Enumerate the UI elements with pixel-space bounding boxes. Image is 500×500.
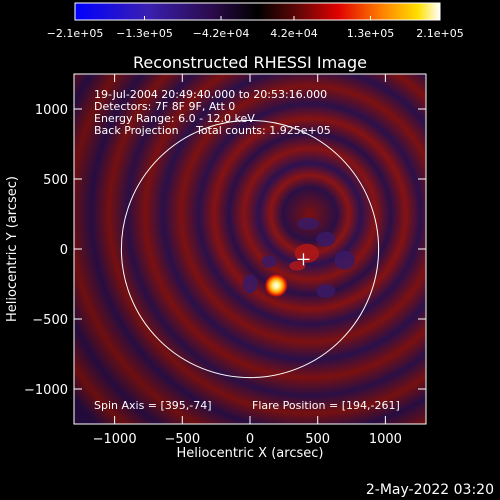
x-tick-label: 1000 bbox=[369, 432, 402, 447]
x-tick-label: 0 bbox=[246, 432, 254, 447]
colorbar-tick-label: −4.2e+04 bbox=[193, 27, 250, 40]
colorbar bbox=[74, 2, 441, 21]
x-tick-label: −1000 bbox=[93, 432, 137, 447]
info-line: Energy Range: 6.0 - 12.0 keV bbox=[94, 112, 255, 125]
image-area bbox=[74, 74, 426, 424]
y-tick-label: −1000 bbox=[24, 383, 68, 398]
y-tick-label: 500 bbox=[43, 173, 68, 188]
info-line: 19-Jul-2004 20:49:40.000 to 20:53:16.000 bbox=[94, 88, 327, 101]
info-line: Back Projection Total counts: 1.925e+05 bbox=[94, 124, 331, 137]
colorbar-tick-label: 1.3e+05 bbox=[347, 27, 394, 40]
chart-title: Reconstructed RHESSI Image bbox=[133, 53, 367, 72]
flare-position-label: Flare Position = [194,-261] bbox=[252, 399, 400, 412]
y-tick-label: 1000 bbox=[35, 103, 68, 118]
spin-axis-marker bbox=[297, 253, 310, 266]
colorbar-tick-label: −1.3e+05 bbox=[116, 27, 173, 40]
fringe-blob bbox=[316, 231, 336, 247]
axis-ticks: −1000 −500 0 500 1000 1000 500 0 −500 −1000 bbox=[24, 74, 426, 447]
y-tick-label: −500 bbox=[32, 313, 68, 328]
fringe-blob bbox=[334, 250, 355, 270]
x-axis-label: Heliocentric X (arcsec) bbox=[177, 446, 324, 461]
image-features bbox=[242, 217, 355, 298]
colorbar-tick-label: 4.2e+04 bbox=[270, 27, 317, 40]
fringe-blob bbox=[297, 217, 320, 230]
fringe-blob bbox=[242, 274, 258, 294]
x-tick-label: −500 bbox=[164, 432, 200, 447]
timestamp: 2-May-2022 03:20 bbox=[366, 482, 494, 498]
spin-axis-label: Spin Axis = [395,-74] bbox=[94, 399, 212, 412]
solar-limb bbox=[120, 119, 380, 379]
colorbar-tick-label: 2.1e+05 bbox=[416, 27, 463, 40]
fringe-blob bbox=[289, 261, 306, 271]
y-tick-label: 0 bbox=[60, 243, 68, 258]
observation-info: 19-Jul-2004 20:49:40.000 to 20:53:16.000… bbox=[94, 88, 331, 137]
fringe-blob bbox=[316, 284, 336, 298]
colorbar-ticks: −2.1e+05 −1.3e+05 −4.2e+04 4.2e+04 1.3e+05 2.… bbox=[47, 16, 464, 40]
colorbar-tick-label: −2.1e+05 bbox=[47, 27, 104, 40]
back-projection-image bbox=[74, 74, 426, 424]
flare-source bbox=[264, 274, 288, 298]
y-axis-label: Heliocentric Y (arcsec) bbox=[5, 176, 20, 322]
info-line: Detectors: 7F 8F 9F, Att 0 bbox=[94, 100, 235, 113]
fringe-blob bbox=[261, 255, 277, 268]
x-tick-label: 500 bbox=[305, 432, 330, 447]
fringe-blob bbox=[294, 243, 320, 263]
